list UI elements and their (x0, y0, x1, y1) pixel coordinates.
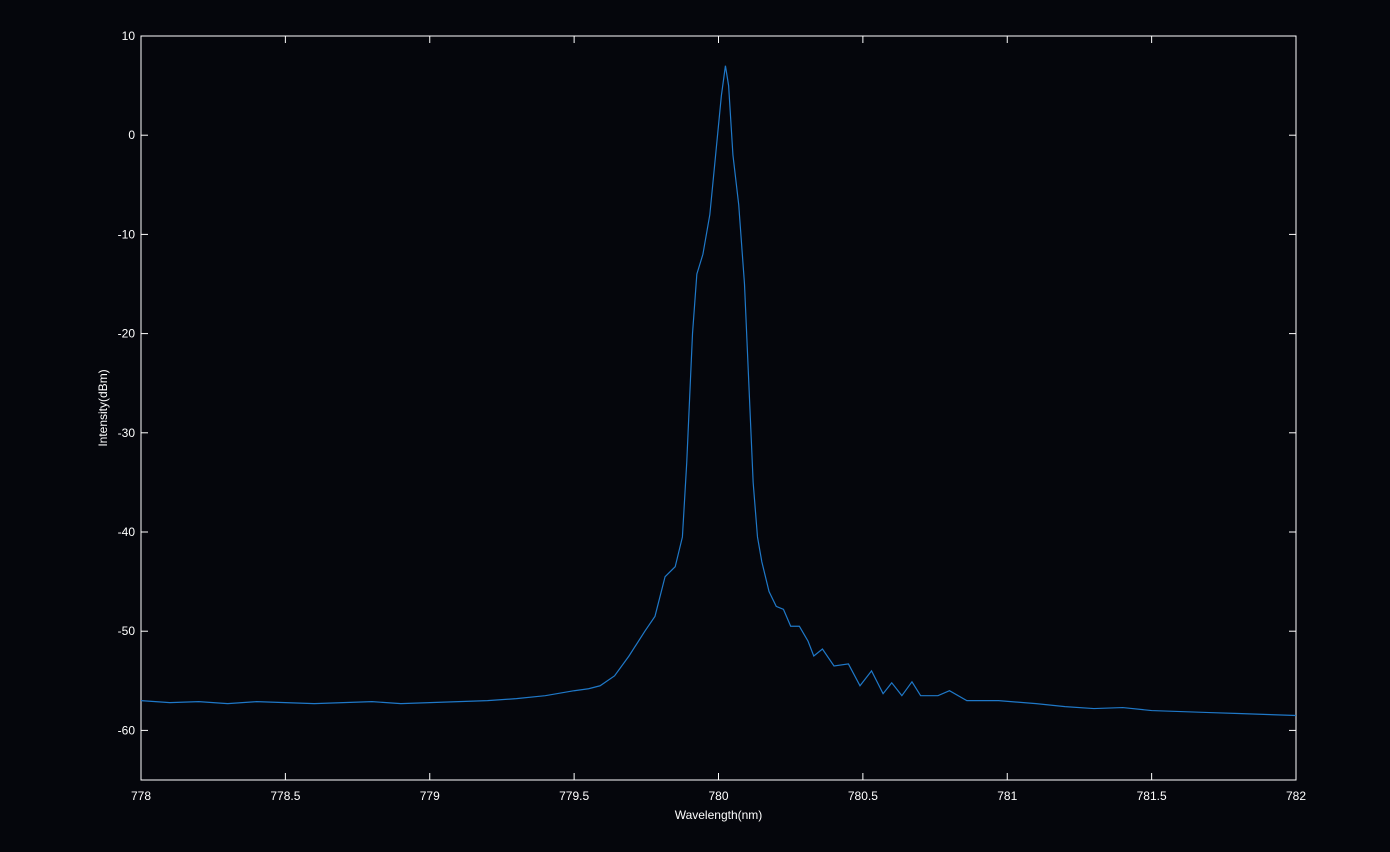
x-axis-label: Wavelength(nm) (675, 808, 763, 822)
y-tick-label: -10 (118, 227, 136, 241)
y-tick-label: 0 (128, 128, 135, 142)
y-tick-label: -20 (118, 327, 136, 341)
x-tick-label: 780 (708, 789, 728, 803)
plot-frame (140, 35, 1297, 781)
x-tick-label: 779.5 (559, 789, 589, 803)
y-tick-label: -40 (118, 525, 136, 539)
x-tick-label: 781 (997, 789, 1017, 803)
y-tick-label: 10 (122, 29, 136, 43)
x-tick-label: 778.5 (270, 789, 300, 803)
y-tick-label: -30 (118, 426, 136, 440)
x-tick-label: 782 (1286, 789, 1306, 803)
x-tick-label: 778 (131, 789, 151, 803)
y-axis-label: Intensity(dBm) (96, 369, 110, 446)
y-tick-label: -60 (118, 723, 136, 737)
spectrum-line (140, 65, 1297, 717)
x-tick-label: 779 (420, 789, 440, 803)
x-tick-label: 781.5 (1137, 789, 1167, 803)
x-tick-label: 780.5 (848, 789, 878, 803)
y-tick-label: -50 (118, 624, 136, 638)
